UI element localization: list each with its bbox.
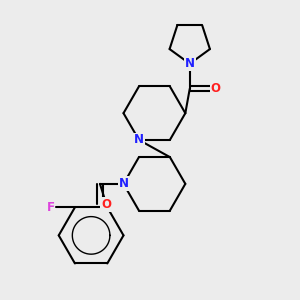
Text: O: O — [101, 198, 111, 211]
Text: N: N — [185, 57, 195, 70]
Text: F: F — [46, 201, 55, 214]
Text: N: N — [134, 134, 144, 146]
Text: N: N — [118, 177, 128, 190]
Text: O: O — [211, 82, 221, 95]
